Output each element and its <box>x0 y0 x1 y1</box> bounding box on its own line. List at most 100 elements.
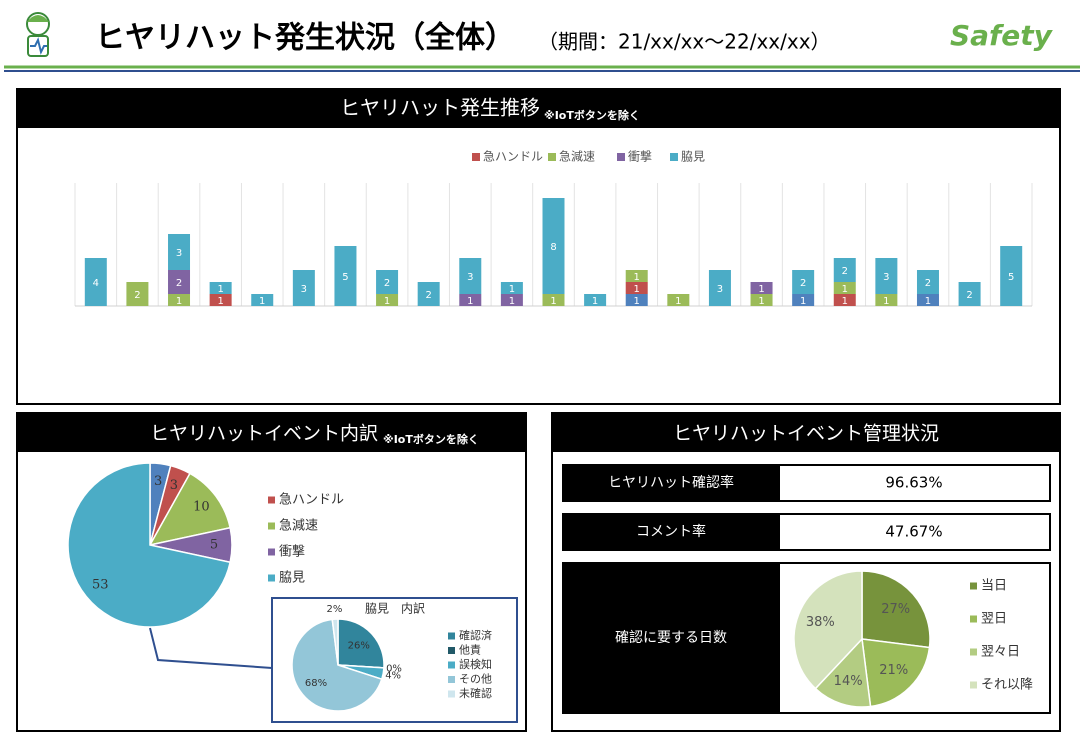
legend-swatch <box>548 153 556 161</box>
legend-label: 急減速 <box>279 518 318 534</box>
bar-segment <box>958 282 981 306</box>
data-label: 1 <box>259 296 265 307</box>
bar-segment <box>376 294 399 306</box>
data-label: 2 <box>966 290 972 301</box>
data-label: 3 <box>176 248 182 259</box>
data-label: 1 <box>467 296 473 307</box>
panel-title: ヒヤリハット発生推移 <box>340 96 540 120</box>
kpi-label-box <box>563 514 780 550</box>
legend-label: それ以降 <box>981 678 1033 693</box>
pie-slice <box>291 618 383 712</box>
data-label: 2 <box>425 290 431 301</box>
kpi-value: 47.67% <box>885 523 942 541</box>
page-title: ヒヤリハット発生状況（全体） <box>95 21 515 56</box>
data-label: 1 <box>509 296 515 307</box>
bar-segment <box>792 294 815 306</box>
legend-label: 急ハンドル <box>483 149 543 164</box>
data-label: 2% <box>327 604 343 615</box>
legend-swatch <box>448 690 455 698</box>
panel-title: ヒヤリハットイベント内訳 <box>150 423 378 445</box>
data-label: 1 <box>384 296 390 307</box>
data-label: 2 <box>384 278 390 289</box>
bar-segment <box>750 282 773 294</box>
legend-swatch <box>268 548 275 556</box>
data-label: 1 <box>217 296 223 307</box>
data-label: 1 <box>634 296 640 307</box>
data-label: 2 <box>925 278 931 289</box>
kpi-value: 96.63% <box>885 474 942 492</box>
legend-swatch <box>472 153 480 161</box>
bar-segment <box>500 282 523 294</box>
bar-segment <box>459 294 482 306</box>
data-label: 3 <box>717 284 723 295</box>
data-label: 38% <box>806 615 835 630</box>
data-label: 1 <box>634 284 640 295</box>
panel-header <box>552 413 1060 452</box>
data-label: 3 <box>301 284 307 295</box>
legend-label: 翌日 <box>981 612 1007 627</box>
bar-segment <box>500 294 523 306</box>
legend-swatch <box>670 153 678 161</box>
pie-slice <box>337 618 385 669</box>
data-label: 26% <box>348 640 370 651</box>
data-label: 2 <box>842 266 848 277</box>
connector <box>149 627 273 669</box>
pie-slice <box>331 618 339 666</box>
data-label: 68% <box>305 678 327 689</box>
bar-segment <box>126 282 149 306</box>
legend-label: 翌々日 <box>981 645 1020 660</box>
legend-label: 衝撃 <box>279 544 305 560</box>
data-label: 2 <box>176 278 182 289</box>
legend-label: 急ハンドル <box>279 493 344 508</box>
legend-swatch <box>268 496 275 504</box>
legend-label: 脇見 <box>681 150 705 164</box>
bar-segment <box>667 294 690 306</box>
legend-swatch <box>448 632 455 640</box>
data-label: 53 <box>92 578 109 593</box>
bar-segment <box>916 294 939 306</box>
data-label: 5 <box>210 538 218 553</box>
bar-segment <box>750 294 773 306</box>
data-label: 27% <box>881 602 910 617</box>
data-label: 1 <box>217 284 223 295</box>
inset-title: 脇見 内訳 <box>365 601 425 616</box>
kpi-label-box <box>563 465 780 501</box>
data-label: 3 <box>883 272 889 283</box>
kpi-label: ヒヤリハット確認率 <box>608 474 734 491</box>
legend-label: 急減速 <box>559 149 595 164</box>
pie-slice <box>861 638 931 708</box>
logo <box>26 12 50 57</box>
data-label: 10 <box>193 499 210 514</box>
legend-swatch <box>448 647 455 654</box>
data-label: 3 <box>154 474 162 489</box>
bar-segment <box>875 294 898 306</box>
data-label: 1 <box>509 284 515 295</box>
data-label: 1 <box>634 272 640 283</box>
panel-note: ※IoTボタンを除く <box>383 432 479 446</box>
pie-slice <box>814 637 872 708</box>
data-label: 4 <box>93 278 99 289</box>
brand: Safety <box>950 19 1054 52</box>
pie-slice <box>148 472 232 547</box>
legend-swatch <box>970 615 977 623</box>
legend-label: 衝撃 <box>628 149 652 164</box>
data-label: 8 <box>550 242 556 253</box>
legend-label: 脇見 <box>279 571 305 586</box>
bar-segment <box>875 258 898 294</box>
legend-label: 未確認 <box>459 686 492 700</box>
bar-segment <box>625 270 648 282</box>
bar-segment <box>209 294 232 306</box>
legend-swatch <box>617 153 625 161</box>
legend-label: 誤検知 <box>459 657 492 671</box>
bar-segment <box>708 270 731 306</box>
data-label: 1 <box>176 296 182 307</box>
legend-swatch <box>970 582 977 590</box>
data-label: 14% <box>834 674 863 689</box>
data-label: 1 <box>800 296 806 307</box>
bar-segment <box>376 270 399 294</box>
bar-segment <box>833 294 856 306</box>
legend-swatch <box>268 574 275 582</box>
bar-segment <box>625 282 648 294</box>
bar-segment <box>625 294 648 306</box>
